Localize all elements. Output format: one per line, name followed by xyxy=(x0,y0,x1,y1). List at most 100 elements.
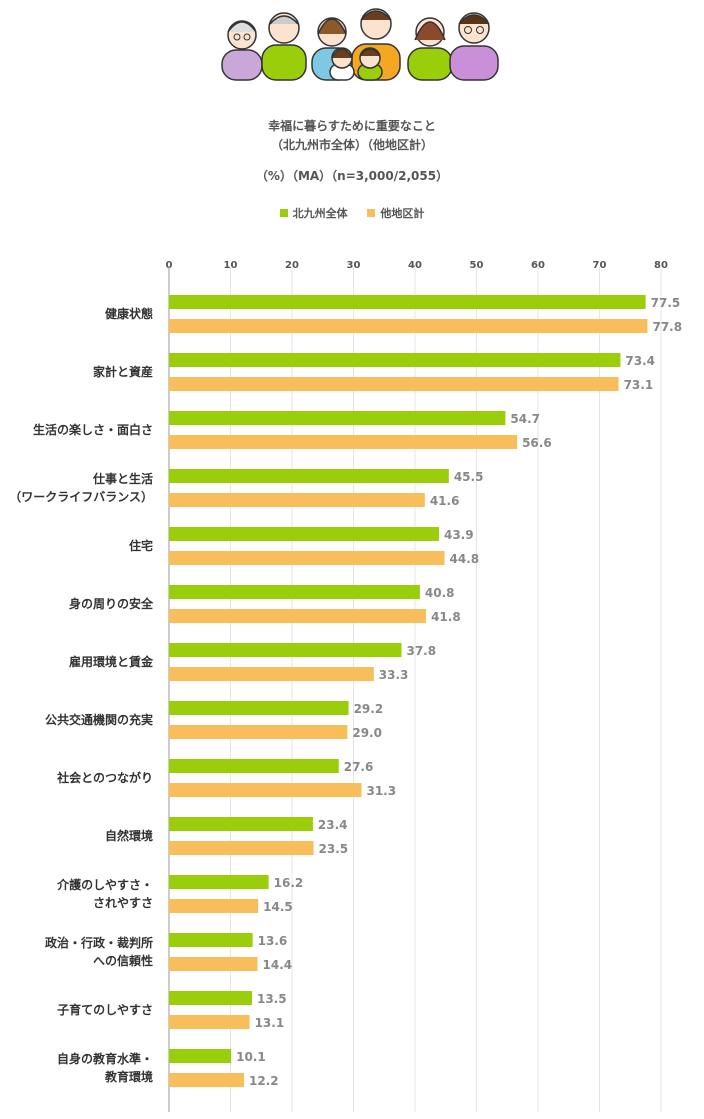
data-label: 41.8 xyxy=(431,610,461,624)
data-label: 13.5 xyxy=(257,992,287,1006)
young-man-icon xyxy=(449,12,499,81)
chart-sample-note: （%）（MA）（n=3,000/2,055） xyxy=(255,169,449,183)
data-label: 54.7 xyxy=(510,412,540,426)
bar-series1 xyxy=(169,759,339,773)
bar-series1 xyxy=(169,295,646,309)
chart-title: 幸福に暮らすために重要なこと xyxy=(268,119,436,133)
data-label: 37.8 xyxy=(406,644,436,658)
category-label: 生活の楽しさ・面白さ xyxy=(33,422,153,437)
data-label: 43.9 xyxy=(444,528,474,542)
legend-item-series2: 他地区計 xyxy=(367,205,424,221)
category-label: 仕事と生活 xyxy=(92,471,153,486)
category-label: への信頼性 xyxy=(93,953,153,968)
data-label: 77.5 xyxy=(651,296,681,310)
category-label: 自身の教育水準・ xyxy=(57,1051,153,1066)
bar-series1 xyxy=(169,469,449,483)
bar-series1 xyxy=(169,817,313,831)
bar-series2 xyxy=(169,841,314,855)
data-label: 13.1 xyxy=(255,1016,285,1030)
category-label: 政治・行政・裁判所 xyxy=(45,935,153,950)
data-label: 73.4 xyxy=(625,354,655,368)
category-label: 雇用環境と賃金 xyxy=(69,654,154,669)
bar-series2 xyxy=(169,493,425,507)
legend-label-series1: 北九州全体 xyxy=(292,207,348,220)
data-label: 45.5 xyxy=(454,470,484,484)
grandfather-icon xyxy=(261,12,307,81)
grandmother-icon xyxy=(221,20,263,81)
x-tick-label: 10 xyxy=(224,260,238,271)
data-label: 56.6 xyxy=(522,436,552,450)
category-label: 教育環境 xyxy=(104,1069,153,1084)
bar-series2 xyxy=(169,319,648,333)
data-label: 31.3 xyxy=(366,784,396,798)
data-label: 10.1 xyxy=(236,1050,266,1064)
data-label: 23.4 xyxy=(318,818,348,832)
bar-series2 xyxy=(169,551,445,565)
category-label: 住宅 xyxy=(129,538,153,553)
category-label: 社会とのつながり xyxy=(56,770,153,785)
data-label: 29.0 xyxy=(352,726,382,740)
bar-series2 xyxy=(169,783,362,797)
legend-label-series2: 他地区計 xyxy=(380,207,425,220)
family-illustration xyxy=(221,8,499,81)
bar-series1 xyxy=(169,585,420,599)
bar-series2 xyxy=(169,725,348,739)
category-label: 介護のしやすさ・ xyxy=(56,877,153,892)
bar-series2 xyxy=(169,667,374,681)
bar-series1 xyxy=(169,991,253,1005)
bar-series2 xyxy=(169,1015,250,1029)
data-label: 27.6 xyxy=(344,760,374,774)
x-tick-label: 50 xyxy=(470,260,484,271)
child-icons xyxy=(329,47,383,81)
data-label: 77.8 xyxy=(652,320,682,334)
category-label: 自然環境 xyxy=(105,828,153,843)
bar-series2 xyxy=(169,435,518,449)
x-tick-label: 70 xyxy=(593,260,607,271)
chart-subtitle: （北九州市全体）（他地区計） xyxy=(270,138,433,152)
data-label: 29.2 xyxy=(354,702,384,716)
bar-series2 xyxy=(169,957,258,971)
data-label: 13.6 xyxy=(258,934,288,948)
data-label: 23.5 xyxy=(319,842,349,856)
category-label: （ワークライフバランス） xyxy=(9,489,153,504)
bar-series1 xyxy=(169,1049,232,1063)
bar-series1 xyxy=(169,527,439,541)
legend-item-series1: 北九州全体 xyxy=(279,205,348,221)
category-label: されやすさ xyxy=(93,896,153,910)
data-label: 73.1 xyxy=(624,378,654,392)
bar-series2 xyxy=(169,1073,245,1087)
data-label: 16.2 xyxy=(274,876,304,890)
x-tick-label: 30 xyxy=(347,260,361,271)
legend: 北九州全体 他地区計 xyxy=(0,205,704,221)
data-label: 44.8 xyxy=(450,552,480,566)
legend-swatch-series2 xyxy=(367,209,376,217)
bar-series2 xyxy=(169,377,619,391)
data-label: 14.4 xyxy=(263,958,293,972)
bar-series2 xyxy=(169,899,259,913)
bar-series1 xyxy=(169,353,621,367)
bar-series1 xyxy=(169,875,269,889)
data-label: 41.6 xyxy=(430,494,460,508)
x-tick-label: 60 xyxy=(531,260,545,271)
legend-swatch-series1 xyxy=(279,209,288,217)
young-woman-icon xyxy=(407,17,453,81)
bar-series1 xyxy=(169,643,402,657)
x-tick-label: 80 xyxy=(654,260,668,271)
x-tick-label: 20 xyxy=(285,260,299,271)
category-label: 家計と資産 xyxy=(93,364,153,379)
category-label: 身の周りの安全 xyxy=(69,596,154,611)
data-label: 33.3 xyxy=(379,668,409,682)
data-label: 12.2 xyxy=(249,1074,279,1088)
category-label: 健康状態 xyxy=(105,306,153,321)
data-label: 40.8 xyxy=(425,586,455,600)
bar-series1 xyxy=(169,933,253,947)
x-tick-label: 0 xyxy=(166,260,173,271)
category-label: 子育てのしやすさ xyxy=(57,1002,153,1017)
x-tick-label: 40 xyxy=(408,260,422,271)
bar-series1 xyxy=(169,411,506,425)
category-label: 公共交通機関の充実 xyxy=(45,712,153,727)
bar-series2 xyxy=(169,609,427,623)
data-label: 14.5 xyxy=(263,900,293,914)
bar-series1 xyxy=(169,701,349,715)
